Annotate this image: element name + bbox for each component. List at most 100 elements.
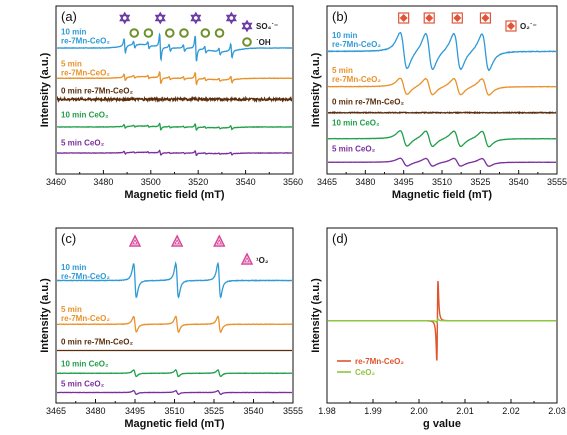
x-tick-label: 2.03 [548, 406, 566, 416]
trace-label: 10 min [61, 28, 86, 37]
y-axis-title: Intensity (a.u.) [310, 278, 322, 353]
trace-line [57, 261, 292, 299]
x-tick-label: 3480 [93, 177, 113, 187]
legend-marker [241, 19, 253, 33]
x-tick-label: 3540 [236, 177, 256, 187]
legend-label: re-7Mn-CeO₂ [355, 357, 404, 366]
trace-label: 0 min re-7Mn-CeO₂ [61, 337, 133, 346]
peak-marker [225, 11, 237, 25]
x-tick-label: 2.01 [456, 406, 474, 416]
trace-label: 10 min [332, 31, 357, 40]
x-tick-label: 3480 [85, 406, 105, 416]
x-tick-label: 3500 [141, 177, 161, 187]
legend-marker [242, 37, 252, 47]
trace-label: re-7Mn-CeO₂ [332, 75, 381, 84]
x-tick-label: 3540 [509, 177, 529, 187]
x-tick-label: 3465 [317, 177, 337, 187]
x-tick-label: 3465 [46, 406, 66, 416]
trace-line [57, 368, 292, 378]
legend-marker [505, 20, 517, 32]
panel-label: (c) [61, 231, 76, 246]
legend-marker [240, 252, 254, 265]
panel-c: (c) 3465 3480 3495 3510 3525 3540 3555 Magnetic … [39, 227, 303, 430]
trace-label: 0 min re-7Mn-CeO₂ [332, 97, 404, 106]
x-tick-label: 2.00 [410, 406, 428, 416]
trace-line [328, 110, 556, 115]
trace-label: re-7Mn-CeO₂ [61, 314, 110, 323]
x-tick-label: 3510 [432, 177, 452, 187]
x-tick-label: 3555 [283, 406, 303, 416]
legend-label: ¹O₂ [256, 256, 269, 265]
x-axis-title: Magnetic field (mT) [124, 418, 225, 430]
x-tick-label: 3525 [470, 177, 490, 187]
peak-marker [423, 12, 435, 24]
x-tick-label: 3495 [394, 177, 414, 187]
legend-label: ˙OH [256, 38, 271, 47]
panel-label: (d) [332, 231, 348, 246]
trace-line [57, 389, 292, 396]
panel-b: (b) 3465 3480 3495 3510 3525 3540 3555 Magnetic … [310, 5, 567, 201]
peak-marker [451, 12, 463, 24]
peak-marker [128, 234, 142, 247]
trace-line [57, 71, 292, 86]
x-tick-label: 3555 [547, 177, 567, 187]
peak-marker [119, 11, 131, 25]
trace-label: re-7Mn-CeO₂ [61, 68, 110, 77]
trace-label: re-7Mn-CeO₂ [332, 40, 381, 49]
traces [328, 31, 556, 167]
x-tick-label: 3560 [283, 177, 303, 187]
trace-line [57, 32, 292, 63]
peak-marker [213, 234, 226, 247]
traces [57, 261, 292, 396]
traces [328, 280, 556, 361]
x-axis-title: Magnetic field (mT) [124, 189, 225, 201]
trace-line [328, 317, 556, 324]
trace-line [57, 149, 292, 157]
trace-line [57, 95, 292, 104]
trace-label: 5 min CeO₂ [61, 379, 105, 388]
panel-label: (b) [332, 9, 348, 24]
x-tick-label: 3460 [46, 177, 66, 187]
trace-line [328, 77, 556, 96]
x-tick-label: 2.02 [502, 406, 520, 416]
trace-label: 5 min CeO₂ [61, 138, 105, 147]
peak-marker [214, 28, 225, 38]
trace-line [328, 130, 556, 148]
peak-marker [164, 28, 175, 38]
panel-d: (d) 1.98 1.99 2.00 2.01 2.02 2.03 g value Intens… [310, 227, 566, 430]
legend-label: O₂˙⁻ [520, 22, 537, 31]
panel-a: (a) 3460 3480 3500 3520 3540 3560 Magnetic fiel… [39, 5, 303, 201]
trace-label: 10 min CeO₂ [332, 118, 380, 127]
y-axis-title: Intensity (a.u.) [39, 278, 51, 353]
trace-label: 5 min CeO₂ [332, 144, 376, 153]
x-tick-label: 1.99 [364, 406, 382, 416]
peak-marker [154, 11, 166, 25]
x-tick-label: 3525 [204, 406, 224, 416]
trace-line [328, 31, 556, 72]
trace-line [57, 122, 292, 131]
trace-label: 10 min CeO₂ [61, 359, 109, 368]
x-tick-label: 1.98 [318, 406, 336, 416]
trace-label: 10 min [61, 263, 86, 272]
trace-label: 5 min [61, 59, 82, 68]
trace-label: re-7Mn-CeO₂ [61, 272, 110, 281]
trace-label: 5 min [332, 66, 353, 75]
legend-label: SO₄˙⁻ [256, 22, 278, 31]
trace-label: 10 min CeO₂ [61, 111, 109, 120]
x-tick-label: 3495 [125, 406, 145, 416]
peak-marker [200, 28, 211, 38]
peak-marker [479, 12, 492, 24]
legend-label: CeO₂ [355, 368, 375, 377]
y-axis-title: Intensity (a.u.) [39, 52, 51, 127]
traces [57, 32, 292, 157]
x-axis-title: Magnetic field (mT) [392, 189, 493, 201]
x-tick-label: 3520 [188, 177, 208, 187]
peak-marker [143, 28, 154, 38]
y-axis-title: Intensity (a.u.) [310, 52, 322, 127]
trace-line [328, 157, 556, 167]
x-tick-label: 3540 [243, 406, 263, 416]
trace-label: 5 min [61, 305, 82, 314]
x-tick-label: 3480 [355, 177, 375, 187]
x-axis-title: g value [423, 418, 461, 430]
